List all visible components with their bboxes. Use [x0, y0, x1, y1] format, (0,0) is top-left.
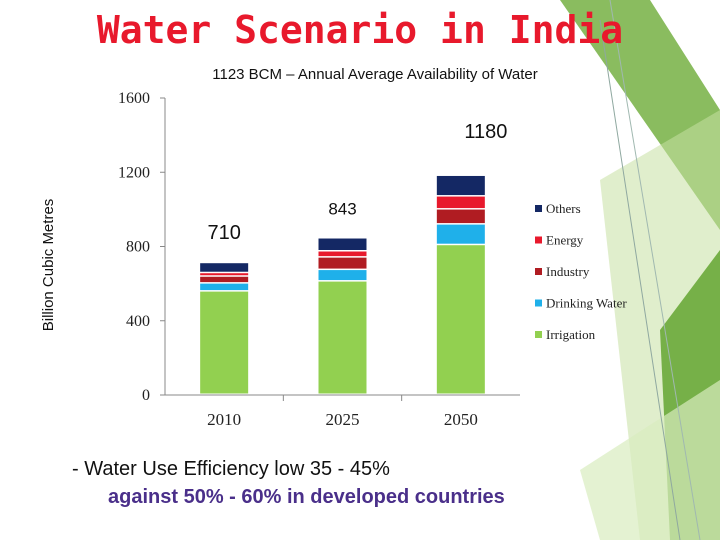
legend-swatch: [535, 236, 542, 244]
legend-entry: Drinking Water: [546, 296, 627, 311]
decor-line: [609, 0, 701, 540]
bar-segment-irrigation: [436, 245, 485, 394]
decor-pale-wedge: [580, 380, 720, 540]
bar-segment-industry: [436, 209, 485, 224]
bar-segment-others: [436, 175, 485, 196]
legend-swatch: [535, 205, 542, 212]
legend-swatch: [535, 299, 542, 307]
bar-segment-energy: [318, 251, 367, 257]
slide-title: Water Scenario in India: [96, 8, 624, 52]
bar-segment-others: [318, 238, 367, 251]
legend-entry: Irrigation: [546, 327, 596, 342]
bar-segment-others: [200, 263, 249, 272]
legend-entry: Others: [546, 201, 581, 216]
y-tick-label: 400: [126, 313, 150, 330]
chart-title: 1123 BCM – Annual Average Availability o…: [212, 66, 538, 83]
legend-swatch: [535, 331, 542, 338]
y-tick-label: 1200: [118, 164, 150, 181]
x-tick-label: 2025: [326, 410, 360, 429]
bar-segment-drinking-water: [200, 283, 249, 291]
bar-segment-industry: [200, 276, 249, 283]
y-tick-label: 800: [126, 239, 150, 256]
legend-entry: Energy: [546, 233, 584, 248]
y-tick-label: 0: [142, 387, 150, 404]
x-tick-label: 2010: [207, 410, 241, 429]
x-tick-label: 2050: [444, 410, 478, 429]
y-axis-label: Billion Cubic Metres: [40, 199, 57, 332]
bar-segment-industry: [318, 257, 367, 269]
bar-segment-irrigation: [318, 281, 367, 394]
bar-segment-irrigation: [200, 291, 249, 394]
bar-segment-drinking-water: [436, 224, 485, 244]
bar-segment-energy: [436, 196, 485, 209]
stacked-bar-chart: 0 400 800 1200 1600 Billion Cubic Metres 2010 7…: [40, 90, 627, 429]
bullet-comparison: against 50% - 60% in developed countries: [108, 486, 505, 508]
bar-segment-energy: [200, 273, 249, 276]
legend-entry: Industry: [546, 264, 590, 279]
bullet-efficiency: - Water Use Efficiency low 35 - 45%: [72, 458, 390, 480]
total-data-label: 1180: [464, 121, 507, 143]
total-data-label: 843: [328, 200, 356, 219]
bar-segment-drinking-water: [318, 270, 367, 281]
legend-swatch: [535, 268, 542, 275]
total-data-label: 710: [207, 222, 240, 244]
decor-line: [599, 19, 681, 540]
y-tick-label: 1600: [118, 90, 150, 107]
